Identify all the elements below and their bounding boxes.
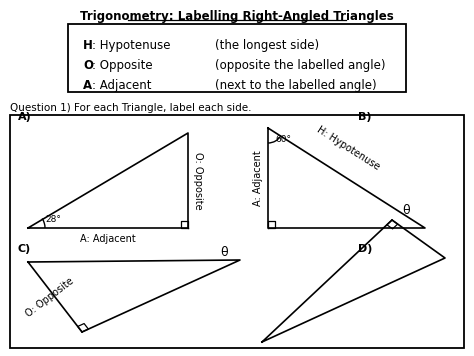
Text: θ: θ <box>402 204 410 217</box>
Text: (the longest side): (the longest side) <box>215 39 319 52</box>
Bar <box>10 115 464 348</box>
Text: θ: θ <box>220 246 228 259</box>
Text: : Adjacent: : Adjacent <box>92 79 152 92</box>
Text: : Hypotenuse: : Hypotenuse <box>92 39 171 52</box>
Text: (opposite the labelled angle): (opposite the labelled angle) <box>215 59 385 72</box>
Text: O: Opposite: O: Opposite <box>24 276 76 319</box>
Text: A: Adjacent: A: Adjacent <box>253 150 263 206</box>
Text: O: Opposite: O: Opposite <box>193 152 203 209</box>
Text: 28°: 28° <box>45 215 61 224</box>
Text: Trigonometry: Labelling Right-Angled Triangles: Trigonometry: Labelling Right-Angled Tri… <box>80 10 394 23</box>
Text: D): D) <box>358 244 373 254</box>
Text: H: H <box>83 39 93 52</box>
Text: : Opposite: : Opposite <box>92 59 153 72</box>
Text: B): B) <box>358 112 372 122</box>
Text: (next to the labelled angle): (next to the labelled angle) <box>215 79 377 92</box>
Text: A: Adjacent: A: Adjacent <box>80 234 136 244</box>
Text: H: Hypotenuse: H: Hypotenuse <box>315 125 382 172</box>
Text: A: A <box>83 79 92 92</box>
Text: O: O <box>83 59 93 72</box>
Bar <box>68 24 406 92</box>
Text: C): C) <box>18 244 31 254</box>
Text: A): A) <box>18 112 32 122</box>
Text: 60°: 60° <box>275 135 291 144</box>
Text: Question 1) For each Triangle, label each side.: Question 1) For each Triangle, label eac… <box>10 103 252 113</box>
